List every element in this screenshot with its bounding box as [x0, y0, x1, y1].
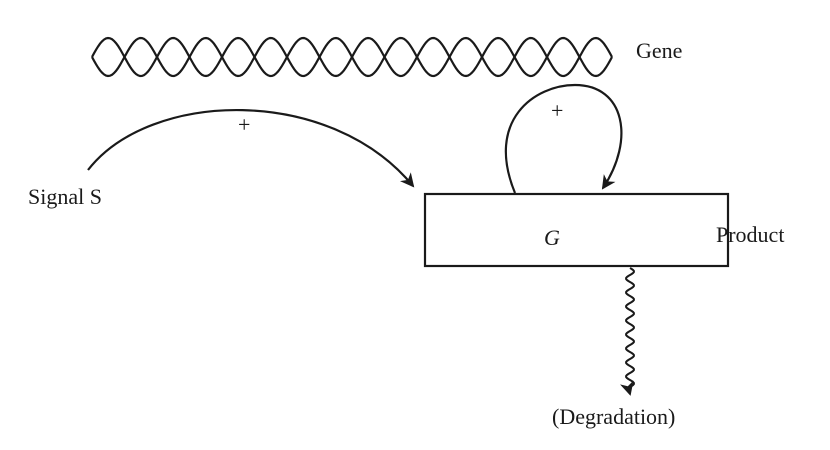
degradation-wavy-arrow — [619, 267, 635, 396]
signal-label: Signal S — [28, 184, 102, 209]
signal-activation-arrow — [87, 108, 415, 188]
feedback-plus-sign: + — [551, 98, 564, 123]
feedback-loop-arrow — [504, 83, 623, 194]
dna-strand-b — [91, 36, 613, 78]
box-symbol-label: G — [544, 225, 560, 250]
product-box — [423, 192, 730, 268]
degradation-label: (Degradation) — [552, 404, 676, 429]
product-label: Product — [716, 222, 785, 247]
signal-plus-sign: + — [238, 112, 251, 137]
gene-label: Gene — [636, 38, 683, 63]
